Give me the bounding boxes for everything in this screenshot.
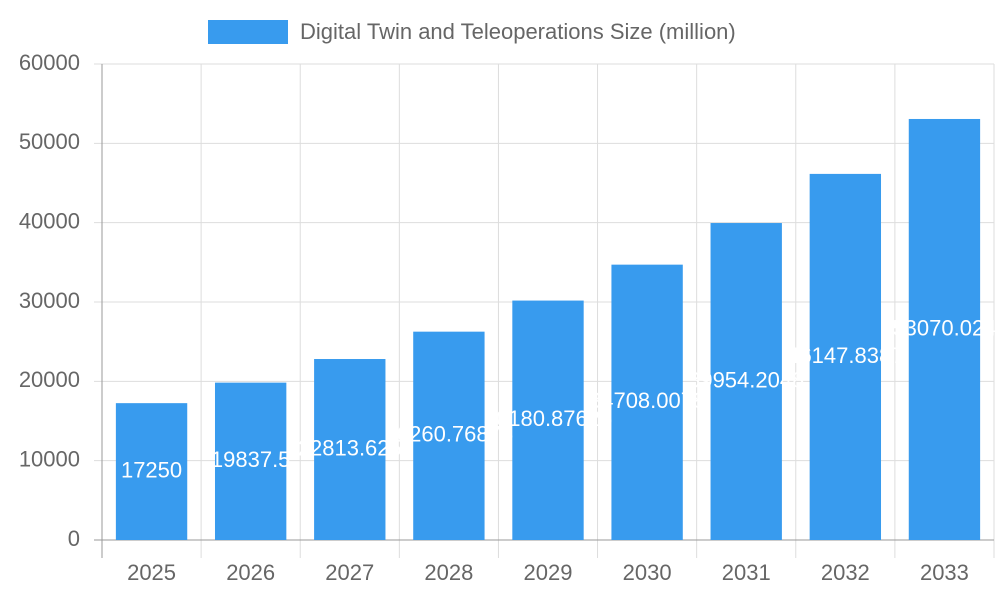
data-label: 22813.625 bbox=[298, 435, 402, 460]
y-tick-label: 50000 bbox=[19, 129, 80, 154]
data-label: 39954.2048 bbox=[688, 367, 804, 392]
x-tick-label: 2033 bbox=[920, 560, 969, 585]
bar bbox=[908, 118, 981, 540]
bar bbox=[512, 300, 584, 540]
y-tick-label: 10000 bbox=[19, 446, 80, 471]
bar bbox=[413, 331, 485, 540]
data-label: 19837.5 bbox=[211, 447, 291, 472]
x-tick-label: 2029 bbox=[524, 560, 573, 585]
bar bbox=[611, 264, 683, 540]
x-tick-label: 2030 bbox=[623, 560, 672, 585]
x-tick-label: 2028 bbox=[424, 560, 473, 585]
data-label: 26260.76875 bbox=[385, 422, 513, 447]
data-label: 30180.87625 bbox=[484, 406, 612, 431]
y-tick-label: 0 bbox=[68, 526, 80, 551]
x-tick-label: 2032 bbox=[821, 560, 870, 585]
bar bbox=[809, 173, 882, 541]
legend-label: Digital Twin and Teleoperations Size (mi… bbox=[300, 19, 736, 44]
y-tick-label: 30000 bbox=[19, 288, 80, 313]
data-label: 46147.8387 bbox=[787, 343, 903, 368]
x-tick-label: 2026 bbox=[226, 560, 275, 585]
x-tick-label: 2031 bbox=[722, 560, 771, 585]
y-tick-label: 20000 bbox=[19, 367, 80, 392]
y-tick-label: 60000 bbox=[19, 50, 80, 75]
x-tick-label: 2025 bbox=[127, 560, 176, 585]
data-label: 34708.0078 bbox=[589, 388, 705, 413]
x-tick-label: 2027 bbox=[325, 560, 374, 585]
legend-swatch bbox=[208, 20, 288, 44]
bar bbox=[115, 403, 188, 540]
data-label: 53070.024 bbox=[892, 315, 996, 340]
data-label: 17250 bbox=[121, 457, 182, 482]
bar bbox=[314, 359, 386, 540]
bar bbox=[710, 223, 782, 540]
y-tick-label: 40000 bbox=[19, 208, 80, 233]
bar bbox=[214, 382, 287, 540]
